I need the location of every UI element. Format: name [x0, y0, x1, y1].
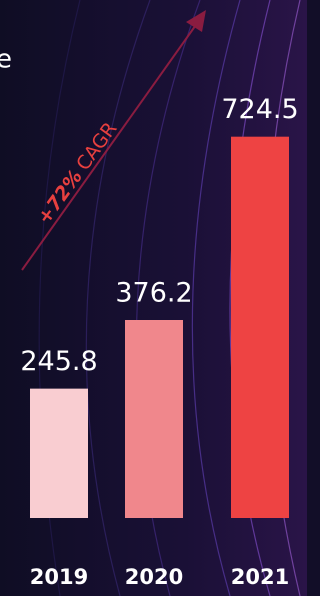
title: e: [0, 45, 12, 75]
value-label: 245.8: [20, 346, 97, 377]
bar: [30, 389, 88, 518]
x-tick-label: 2021: [231, 565, 289, 589]
value-label: 376.2: [115, 278, 192, 309]
x-tick-label: 2019: [30, 565, 88, 589]
x-tick-label: 2020: [125, 565, 183, 589]
value-label: 724.5: [221, 94, 298, 125]
bar: [125, 320, 183, 518]
bar: [231, 137, 289, 518]
